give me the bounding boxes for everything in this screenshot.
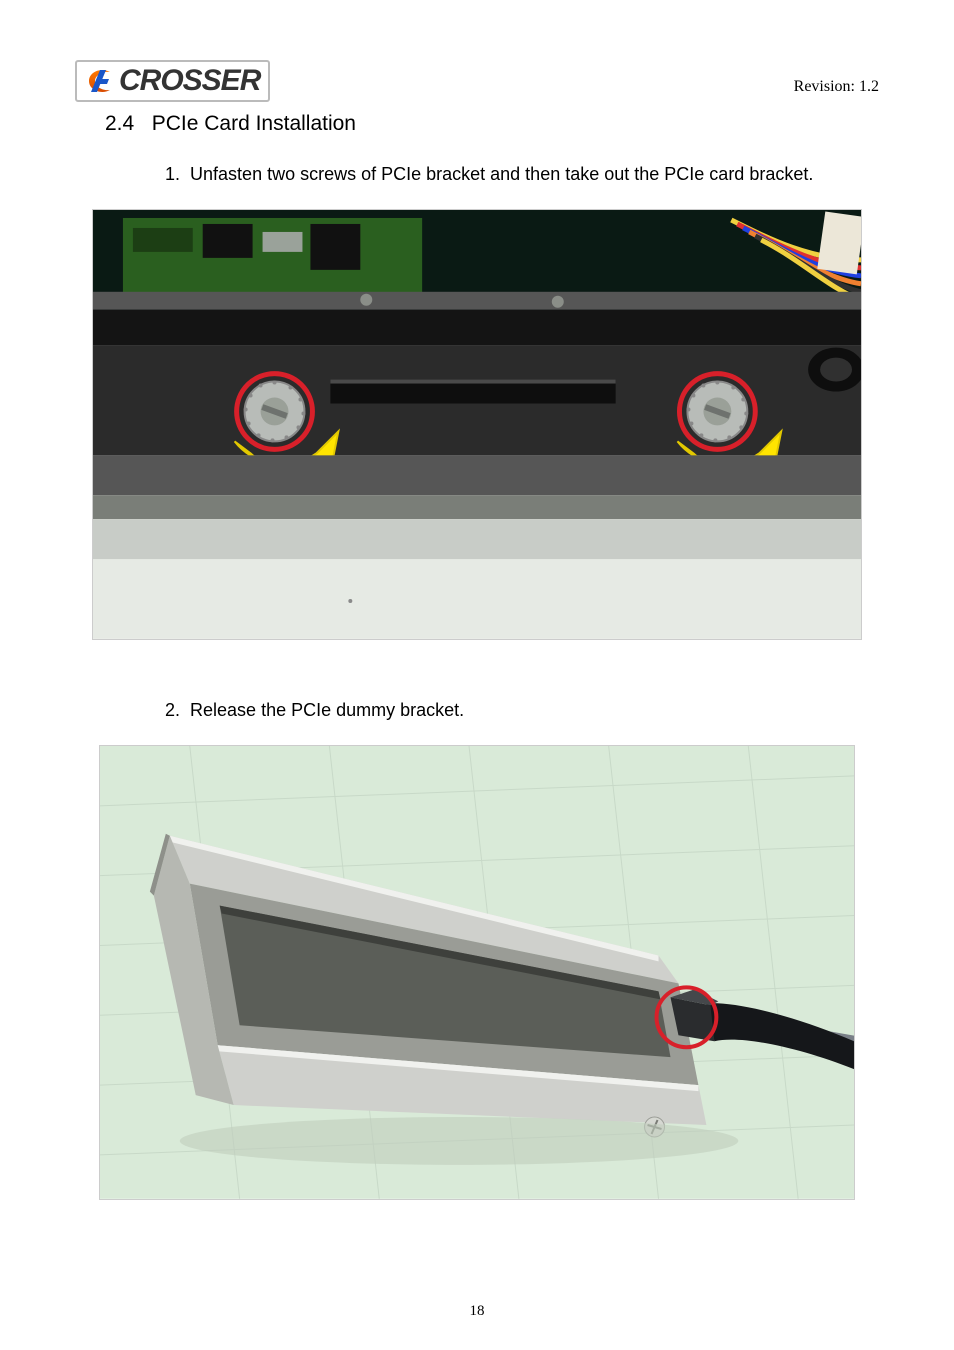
brand-logo: CROSSER (75, 60, 270, 102)
step-2-text: Release the PCIe dummy bracket. (190, 700, 464, 720)
figure-1 (92, 209, 862, 640)
section-number: 2.4 (105, 112, 134, 135)
section-heading: 2.4 PCIe Card Installation (105, 112, 879, 136)
step-2: 2. Release the PCIe dummy bracket. (165, 700, 879, 721)
section-title-text: PCIe Card Installation (152, 112, 356, 135)
page-number: 18 (0, 1303, 954, 1320)
logo-text: CROSSER (119, 64, 260, 98)
left-thumbscrew-icon (244, 381, 306, 443)
figure-1-svg (93, 210, 861, 639)
figure-2 (99, 745, 855, 1200)
right-thumbscrew-icon (686, 381, 748, 443)
step-2-number: 2. (165, 700, 180, 720)
step-1-number: 1. (165, 164, 180, 184)
step-1: 1. Unfasten two screws of PCIe bracket a… (165, 164, 879, 185)
logo-glyph-icon (83, 64, 117, 98)
revision-label: Revision: 1.2 (794, 78, 879, 102)
step-1-text: Unfasten two screws of PCIe bracket and … (190, 164, 813, 184)
figure-2-svg (100, 746, 854, 1199)
